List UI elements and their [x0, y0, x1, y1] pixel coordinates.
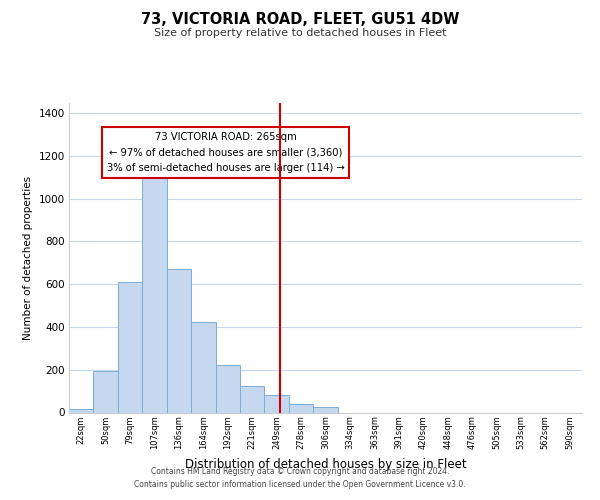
Bar — [142, 176, 167, 412]
Bar — [167, 270, 191, 412]
Text: Size of property relative to detached houses in Fleet: Size of property relative to detached ho… — [154, 28, 446, 38]
Bar — [240, 386, 265, 412]
Bar — [265, 396, 289, 412]
Text: Contains HM Land Registry data © Crown copyright and database right 2024.: Contains HM Land Registry data © Crown c… — [151, 467, 449, 476]
Text: 73 VICTORIA ROAD: 265sqm
← 97% of detached houses are smaller (3,360)
3% of semi: 73 VICTORIA ROAD: 265sqm ← 97% of detach… — [107, 132, 344, 173]
Bar — [215, 365, 240, 412]
Bar — [94, 371, 118, 412]
Bar — [191, 322, 215, 412]
Text: Contains public sector information licensed under the Open Government Licence v3: Contains public sector information licen… — [134, 480, 466, 489]
Y-axis label: Number of detached properties: Number of detached properties — [23, 176, 33, 340]
Bar — [289, 404, 313, 412]
Bar — [313, 406, 338, 412]
X-axis label: Distribution of detached houses by size in Fleet: Distribution of detached houses by size … — [185, 458, 466, 470]
Bar — [69, 410, 94, 412]
Text: 73, VICTORIA ROAD, FLEET, GU51 4DW: 73, VICTORIA ROAD, FLEET, GU51 4DW — [141, 12, 459, 28]
Bar — [118, 282, 142, 412]
